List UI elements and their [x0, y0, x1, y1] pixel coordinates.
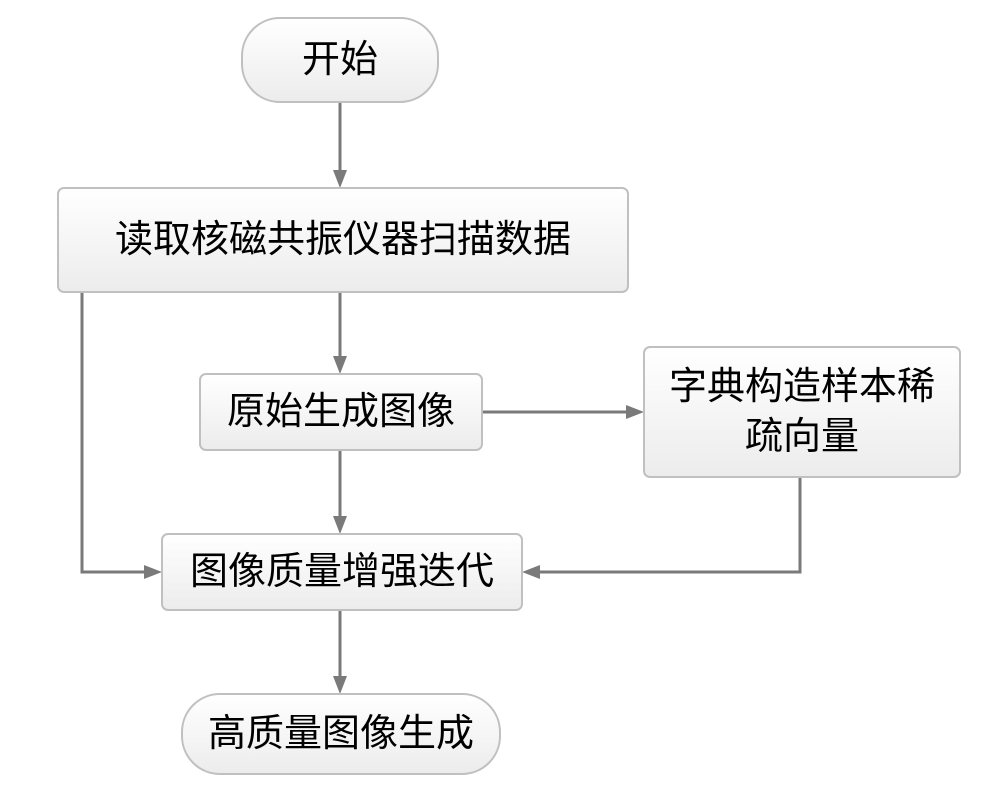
- edge-iter-to-output: [333, 610, 347, 694]
- node-dict-label-line-1: 疏向量: [745, 416, 859, 458]
- node-orig: 原始生成图像: [200, 374, 482, 450]
- flowchart-canvas: 开始读取核磁共振仪器扫描数据原始生成图像 字典构造样本稀疏向量图像质量增强迭代高质…: [0, 0, 1000, 793]
- edge-start-to-read: [333, 102, 347, 188]
- node-read-label: 读取核磁共振仪器扫描数据: [115, 219, 571, 261]
- node-dict-label-line-0: 字典构造样本稀: [669, 366, 935, 408]
- node-iter: 图像质量增强迭代: [162, 534, 522, 610]
- node-iter-label: 图像质量增强迭代: [190, 551, 494, 593]
- node-dict: 字典构造样本稀疏向量: [644, 347, 960, 477]
- node-output: 高质量图像生成: [182, 694, 500, 774]
- edge-dict-to-iter: [522, 477, 800, 579]
- edge-orig-to-iter: [333, 450, 347, 534]
- edge-read-to-iter: [82, 292, 162, 579]
- node-read: 读取核磁共振仪器扫描数据: [58, 188, 628, 292]
- node-start-label: 开始: [302, 39, 378, 81]
- node-output-label: 高质量图像生成: [208, 713, 474, 755]
- node-orig-label: 原始生成图像: [227, 391, 455, 433]
- edge-orig-to-dict: [482, 405, 644, 419]
- edge-read-to-orig: [333, 292, 347, 374]
- node-start: 开始: [242, 18, 438, 102]
